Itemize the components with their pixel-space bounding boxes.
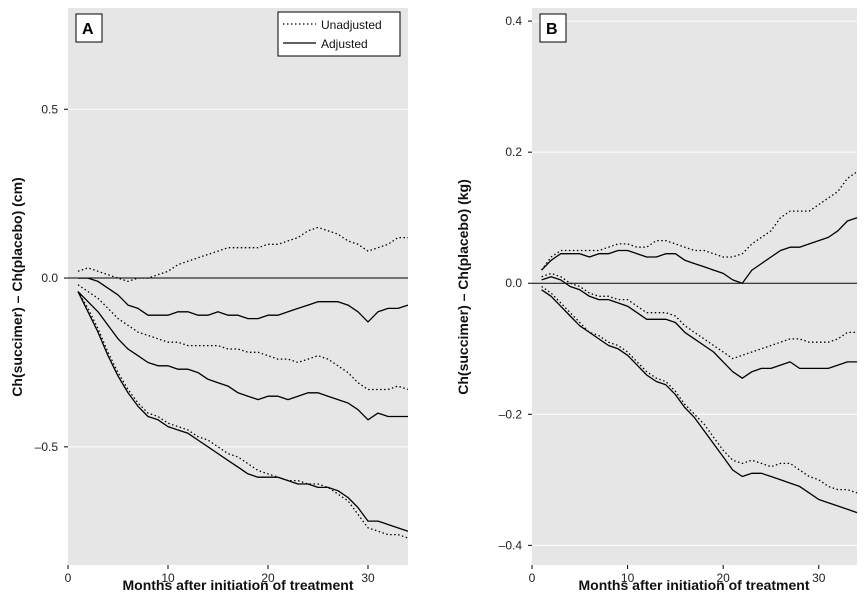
tick-labels-a: –0.5 0.0 0.5 0 10 20 30 — [35, 102, 375, 585]
panel-letter-box-a — [75, 13, 103, 43]
panel-a: –0.50.00.50 10 20 30 A Unadjusted Adjusted … — [9, 8, 409, 593]
x-tick-label: 0 — [529, 571, 536, 585]
panel-letter-a: A — [82, 21, 94, 38]
panel-letter-box-b — [539, 13, 567, 43]
series-line-adjusted — [77, 291, 408, 421]
panel-b: –0.4 –0.2 0.0 0.2 0.4 0 10 20 30 B Months after … — [455, 8, 858, 593]
plot-area-a — [68, 8, 408, 565]
x-tick-label: 10 — [161, 571, 175, 585]
x-tick-label: 20 — [716, 571, 730, 585]
y-tick-label: –0.2 — [499, 407, 523, 421]
series-line-adjusted — [77, 291, 409, 532]
series-line-unadjusted — [541, 272, 857, 360]
series-line-unadjusted — [541, 285, 858, 494]
x-tick-label: 20 — [261, 571, 275, 585]
y-tick-label: 0.0 — [41, 271, 58, 285]
series-line-adjusted — [541, 289, 858, 514]
series-line-adjusted — [78, 277, 409, 323]
y-tick-label: 0.0 — [505, 276, 522, 290]
y-axis-title-b: Ch(succimer) – Ch(placebo) (kg) — [455, 179, 471, 394]
series-layer-a — [77, 226, 409, 539]
x-axis-title-b: Months after initiation of treatment — [579, 577, 810, 593]
x-tick-label: 30 — [812, 571, 826, 585]
series-line-unadjusted — [77, 226, 408, 283]
y-tick-label: –0.5 — [35, 440, 59, 454]
x-tick-label: 0 — [65, 571, 72, 585]
plot-area-b — [532, 8, 857, 565]
x-axis-title-a: Months after initiation of treatment — [123, 577, 354, 593]
series-line-unadjusted — [541, 171, 858, 271]
y-tick-label: 0.5 — [41, 102, 58, 116]
y-tick-label: 0.4 — [505, 14, 522, 28]
y-axis-title-a: Ch(succimer) – Ch(placebo) (cm) — [9, 177, 25, 396]
tick-labels-b: –0.4 –0.2 0.0 0.2 0.4 0 10 20 30 — [499, 14, 826, 585]
series-line-adjusted — [541, 217, 858, 284]
x-tick-label: 10 — [621, 571, 635, 585]
grid-lines-b — [532, 20, 857, 546]
grid-lines-a — [68, 108, 408, 448]
series-layer-b — [541, 171, 858, 514]
series-line-adjusted — [541, 276, 857, 379]
series-line-unadjusted — [77, 291, 409, 539]
panel-letter-b: B — [546, 21, 558, 38]
y-tick-label: 0.2 — [505, 145, 522, 159]
legend-label-adjusted: Adjusted — [321, 37, 368, 51]
x-tick-label: 30 — [361, 571, 375, 585]
legend-box — [277, 11, 401, 57]
legend: Unadjusted Adjusted — [277, 11, 401, 57]
series-line-unadjusted — [77, 284, 409, 391]
y-tick-label: –0.4 — [499, 538, 523, 552]
legend-label-unadjusted: Unadjusted — [321, 18, 382, 32]
